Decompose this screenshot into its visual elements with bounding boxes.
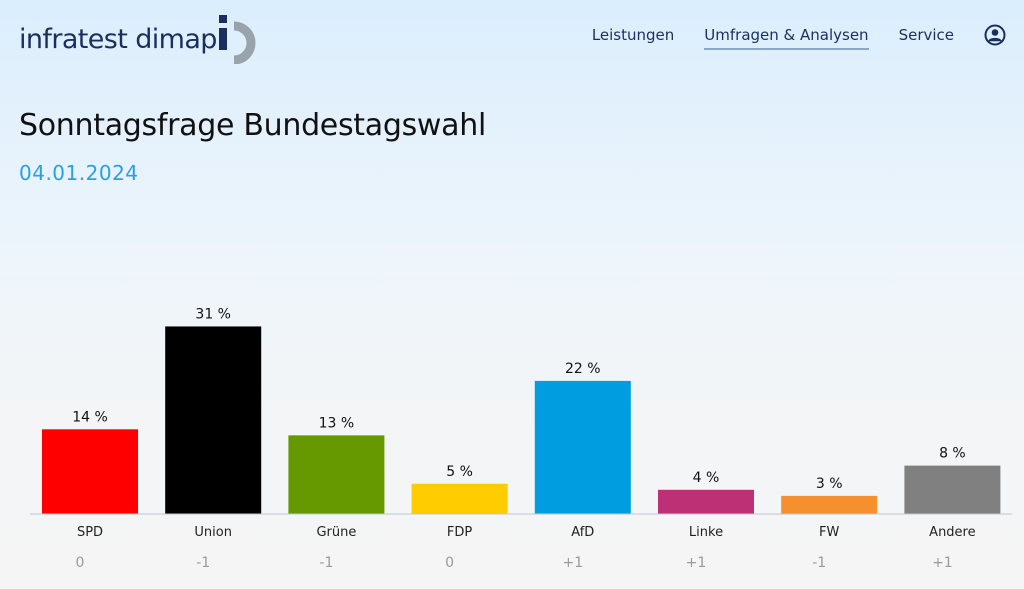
user-circle-icon[interactable] <box>984 24 1006 46</box>
value-label-gr-ne: 13 % <box>319 415 355 431</box>
category-label-union: Union <box>194 525 232 540</box>
change-label-gr-ne: -1 <box>319 555 333 571</box>
bar-fw[interactable] <box>781 495 878 514</box>
bar-spd[interactable] <box>42 429 138 514</box>
value-label-linke: 4 % <box>693 470 720 486</box>
category-label-linke: Linke <box>689 525 723 540</box>
bar-fdp[interactable] <box>411 483 508 514</box>
bar-linke[interactable] <box>658 489 754 514</box>
change-label-fdp: 0 <box>445 555 454 571</box>
value-label-spd: 14 % <box>72 409 108 425</box>
category-label-fdp: FDP <box>447 525 472 540</box>
main-nav: Leistungen Umfragen & Analysen Service <box>592 25 954 50</box>
value-label-andere: 8 % <box>939 446 966 462</box>
category-label-spd: SPD <box>77 525 103 540</box>
brand-name: infratest dimap <box>19 23 217 55</box>
change-label-afd: +1 <box>562 555 583 571</box>
change-label-fw: -1 <box>812 555 826 571</box>
value-label-afd: 22 % <box>565 361 601 377</box>
value-label-union: 31 % <box>195 306 231 322</box>
value-label-fdp: 5 % <box>446 464 473 480</box>
page-title: Sonntagsfrage Bundestagswahl <box>19 108 486 143</box>
category-label-fw: FW <box>819 525 839 540</box>
bar-afd[interactable] <box>534 380 631 514</box>
category-label-afd: AfD <box>571 525 594 540</box>
value-label-fw: 3 % <box>816 476 843 492</box>
nav-leistungen[interactable]: Leistungen <box>591 26 675 44</box>
category-label-andere: Andere <box>929 525 975 540</box>
survey-date: 04.01.2024 <box>19 161 139 185</box>
change-label-andere: +1 <box>932 555 953 571</box>
brand-logo[interactable]: infratest dimap <box>19 14 256 64</box>
change-label-linke: +1 <box>686 555 707 571</box>
chart-bars: 14 % SPD 0 31 % Union -1 13 % Grüne -1 5 % FDP 0 22 … <box>42 306 1001 571</box>
category-label-gr-ne: Grüne <box>316 525 356 540</box>
change-label-spd: 0 <box>76 555 85 571</box>
site-header: infratest dimap Leistungen Umfragen & An… <box>0 0 1024 70</box>
change-label-union: -1 <box>196 555 210 571</box>
nav-service[interactable]: Service <box>898 26 954 44</box>
bar-andere[interactable] <box>904 465 1001 514</box>
nav-umfragen-analysen[interactable]: Umfragen & Analysen <box>704 25 869 50</box>
bar-union[interactable] <box>165 326 262 514</box>
infratest-dimap-logo-icon <box>219 15 256 64</box>
bar-gr-ne[interactable] <box>288 435 385 514</box>
